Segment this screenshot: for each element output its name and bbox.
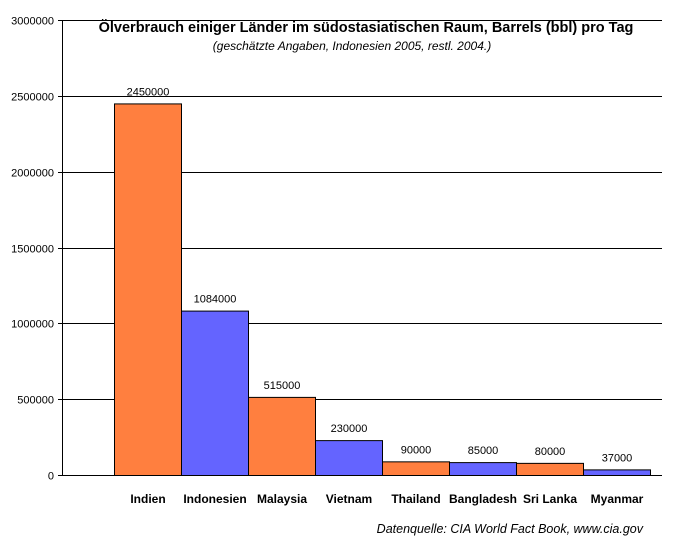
category-label: Bangladesh — [449, 492, 517, 506]
data-label: 2450000 — [127, 86, 170, 98]
y-tick-label: 2500000 — [11, 92, 54, 104]
category-label: Thailand — [391, 492, 440, 506]
data-label: 80000 — [535, 446, 566, 458]
data-label: 1084000 — [194, 294, 237, 306]
source-note: Datenquelle: CIA World Fact Book, www.ci… — [377, 522, 644, 536]
chart-title: Ölverbrauch einiger Länder im südostasia… — [99, 19, 634, 36]
bar — [114, 103, 182, 477]
category-label: Sri Lanka — [523, 492, 577, 506]
data-labels: 2450000 1084000 515000 230000 90000 85000 8000… — [127, 86, 633, 464]
bars — [114, 103, 651, 477]
data-label: 90000 — [401, 444, 432, 456]
x-axis-labels: Indien Indonesien Malaysia Vietnam Thailand B… — [130, 492, 643, 506]
y-tick-label: 2000000 — [11, 168, 54, 180]
category-label: Indonesien — [183, 492, 246, 506]
bar — [181, 310, 249, 476]
data-label: 37000 — [602, 452, 633, 464]
category-label: Indien — [130, 492, 165, 506]
bar — [583, 469, 651, 477]
category-label: Vietnam — [326, 492, 372, 506]
y-tick-label: 1000000 — [11, 319, 54, 331]
bar — [315, 440, 383, 477]
data-label: 85000 — [468, 445, 499, 457]
data-label: 230000 — [331, 423, 368, 435]
bar — [382, 461, 450, 477]
category-label: Malaysia — [257, 492, 307, 506]
y-tick-label: 1500000 — [11, 244, 54, 256]
data-label: 515000 — [264, 380, 301, 392]
bar — [449, 462, 517, 477]
bar — [516, 462, 584, 477]
y-tick-label: 500000 — [17, 395, 54, 407]
bar — [248, 396, 316, 476]
y-tick-label: 3000000 — [11, 16, 54, 28]
chart-subtitle: (geschätzte Angaben, Indonesien 2005, re… — [213, 39, 491, 53]
y-tick-label: 0 — [48, 471, 54, 483]
category-label: Myanmar — [591, 492, 644, 506]
